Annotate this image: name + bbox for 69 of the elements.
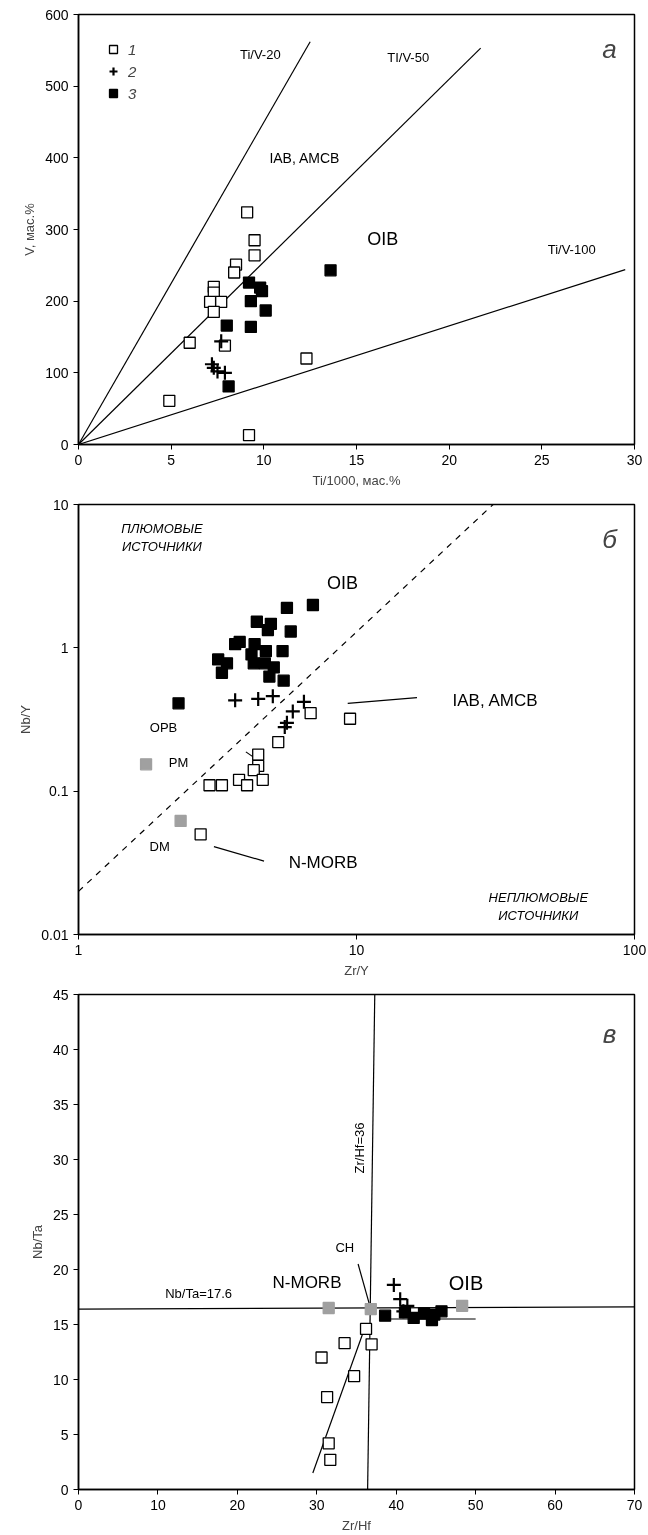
x-tick-label: 50: [467, 1496, 484, 1513]
text: б: [602, 523, 619, 554]
y-axis-title: V, мас.%: [22, 202, 38, 256]
x-axis-title: Ti/1000, мас.%: [312, 472, 401, 488]
legend-label: 2: [128, 62, 138, 80]
annotation: CH: [335, 1239, 355, 1255]
annotation: OIB: [448, 1271, 484, 1294]
y-axis-title: Nb/Y: [18, 704, 34, 734]
y-tick-label: 1: [60, 639, 69, 656]
y-tick-label: 25: [52, 1206, 69, 1223]
y-axis-title: Nb/Ta: [29, 1224, 45, 1259]
annotation: Ti/V-100: [547, 242, 596, 258]
annotation: Ti/V-20: [239, 46, 281, 62]
x-tick-label: 0: [74, 451, 83, 468]
annotation: PM: [168, 755, 189, 771]
y-tick-label: 30: [52, 1151, 69, 1168]
y-tick-label: 400: [45, 149, 69, 166]
annotation: N-MORB: [288, 853, 358, 873]
y-tick-label: 10: [52, 1371, 69, 1388]
annotation: IAB, AMCB: [269, 149, 340, 166]
legend-label: 1: [128, 40, 138, 58]
annotation: Nb/Ta=17.6: [165, 1285, 233, 1301]
annotation: TI/V-50: [387, 50, 430, 65]
y-tick-label: 200: [45, 293, 69, 310]
x-tick-label: 25: [534, 451, 550, 468]
y-tick-label: 600: [45, 6, 69, 23]
y-tick-label: 0.1: [49, 783, 69, 800]
annotation: DM: [149, 839, 170, 855]
legend-label: 3: [128, 84, 138, 102]
annotation: OIB: [367, 229, 399, 250]
y-tick-label: 100: [45, 364, 69, 381]
y-tick-label: 500: [45, 78, 69, 95]
x-tick-label: 100: [622, 941, 647, 958]
y-tick-label: 10: [52, 496, 69, 513]
x-tick-label: 10: [150, 1496, 166, 1513]
x-tick-label: 30: [626, 451, 643, 468]
x-tick-label: 15: [348, 451, 365, 468]
x-tick-label: 5: [167, 451, 176, 468]
x-tick-label: 60: [547, 1496, 564, 1513]
annotation: OIB: [327, 572, 359, 593]
x-tick-label: 20: [229, 1496, 246, 1513]
y-tick-label: 0: [60, 1481, 69, 1498]
x-tick-label: 20: [441, 451, 458, 468]
x-tick-label: 10: [348, 941, 365, 958]
x-tick-label: 1: [74, 941, 83, 958]
annotation: N-MORB: [272, 1273, 342, 1293]
y-tick-label: 0: [60, 436, 69, 453]
annotation: IAB, AMCB: [452, 691, 538, 711]
y-tick-label: 5: [60, 1426, 69, 1443]
y-tick-label: 40: [52, 1041, 69, 1058]
y-tick-label: 20: [52, 1261, 69, 1278]
x-tick-label: 10: [256, 451, 272, 468]
y-tick-label: 300: [45, 221, 69, 238]
y-tick-label: 0.01: [41, 926, 69, 943]
x-axis-title: Zr/Hf: [342, 1517, 372, 1533]
y-tick-label: 45: [52, 986, 69, 1003]
x-tick-label: 70: [626, 1496, 643, 1513]
annotation: Zr/Hf=36: [351, 1122, 367, 1174]
text: в: [602, 1019, 617, 1050]
annotation: ПЛЮМОВЫЕ ИСТОЧНИКИ: [121, 520, 203, 554]
text: а: [602, 33, 617, 64]
x-tick-label: 0: [74, 1496, 83, 1513]
x-tick-label: 30: [309, 1496, 325, 1513]
x-axis-title: Zr/Y: [344, 962, 370, 978]
annotation: OPB: [149, 719, 178, 735]
y-tick-label: 35: [52, 1096, 69, 1113]
y-tick-label: 15: [52, 1316, 69, 1333]
annotation: НЕПЛЮМОВЫЕ ИСТОЧНИКИ: [488, 890, 589, 924]
x-tick-label: 40: [388, 1496, 405, 1513]
